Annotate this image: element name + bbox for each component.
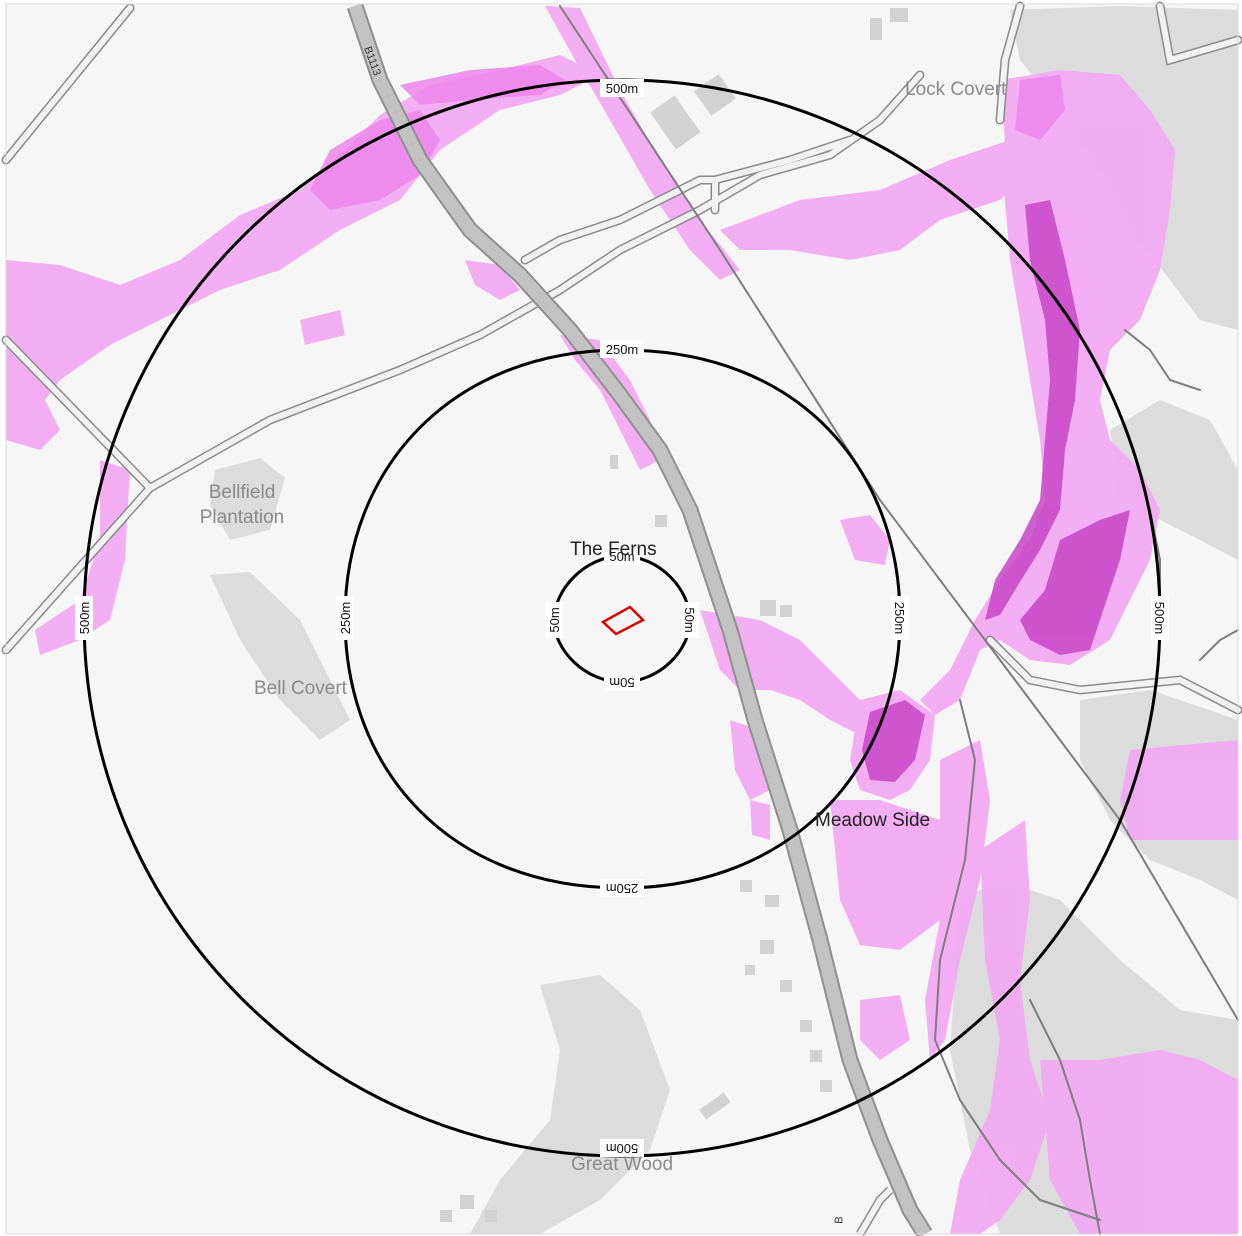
place-bellfield-line1: Bellfield xyxy=(209,482,276,503)
woodland-mid-east xyxy=(1110,400,1238,560)
buildings xyxy=(440,8,908,1222)
label-500m-bottom: 500m xyxy=(606,1141,639,1156)
label-250m-right: 250m xyxy=(892,602,907,635)
place-lock-covert: Lock Covert xyxy=(905,79,1007,100)
place-bell-covert: Bell Covert xyxy=(254,678,348,699)
site-boundary xyxy=(600,605,646,636)
woodland-great-wood xyxy=(470,975,670,1234)
flood-zone-dark xyxy=(862,200,1130,782)
label-50m-left: 50m xyxy=(547,607,562,632)
woodland-bellfield xyxy=(210,458,285,540)
place-labels: Lock Covert Bellfield Plantation Bell Co… xyxy=(200,79,1007,1175)
label-250m-bottom: 250m xyxy=(606,881,639,896)
label-250m-top: 250m xyxy=(606,342,639,357)
label-500m-top: 500m xyxy=(606,81,639,96)
road-ref-bottom: B xyxy=(833,1216,846,1224)
map-frame xyxy=(5,3,1239,1235)
label-50m-bottom: 50m xyxy=(609,675,634,690)
place-meadow-side: Meadow Side xyxy=(815,810,930,831)
label-50m-right: 50m xyxy=(682,607,697,632)
label-500m-right: 500m xyxy=(1152,602,1167,635)
label-500m-left: 500m xyxy=(77,602,92,635)
b-road xyxy=(346,3,933,1236)
b-road-fill xyxy=(348,3,931,1236)
buffer-ring-labels: 500m 500m 500m 500m 250m 250m 250m 250m … xyxy=(75,79,1169,1157)
woodland-bell-covert xyxy=(210,572,350,740)
place-bellfield-line2: Plantation xyxy=(200,507,285,528)
label-50m-top: 50m xyxy=(609,549,634,564)
label-250m-left: 250m xyxy=(338,602,353,635)
place-the-ferns: The Ferns xyxy=(570,539,657,560)
place-great-wood: Great Wood xyxy=(571,1154,673,1175)
